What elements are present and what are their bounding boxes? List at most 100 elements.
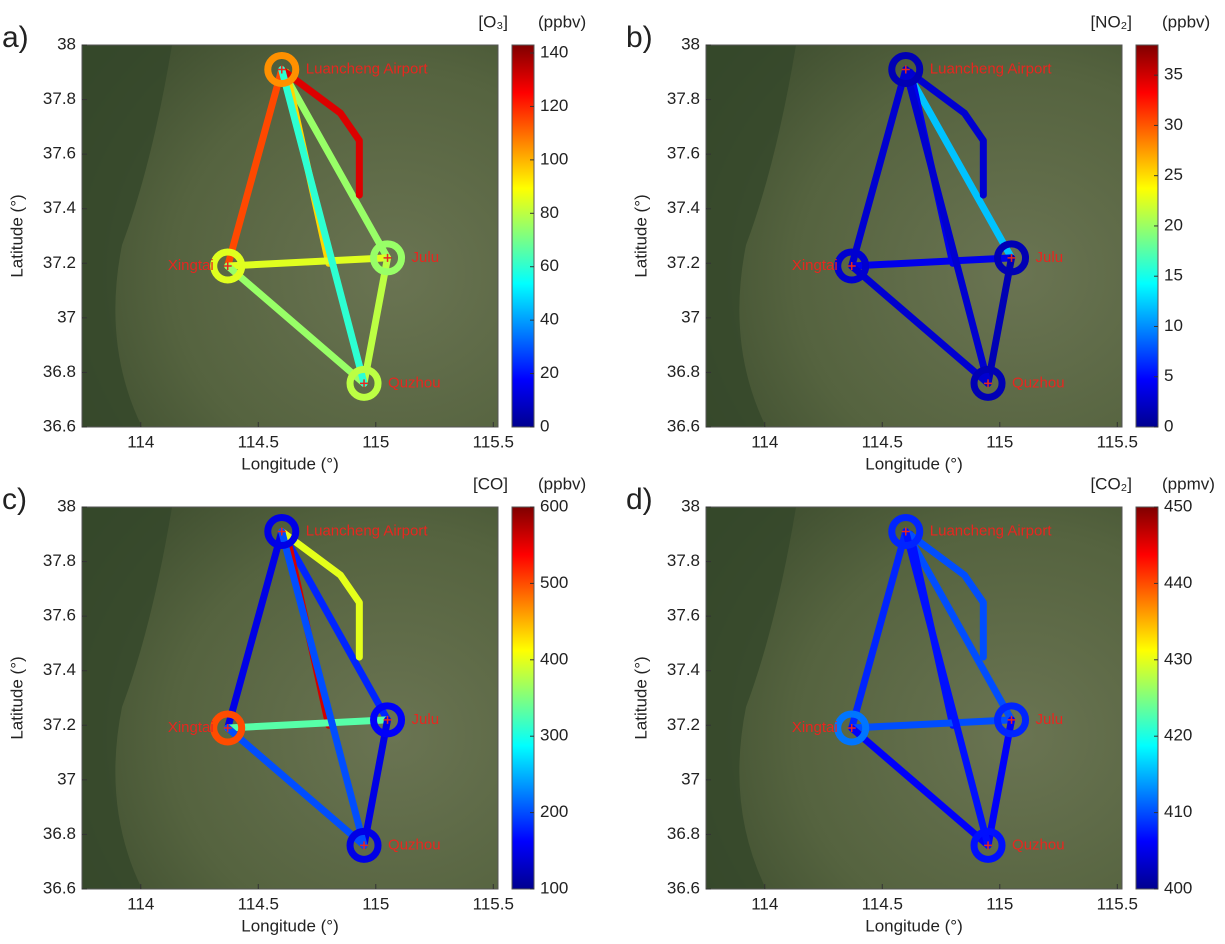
flight-track (278, 528, 363, 661)
y-tick-label: 38 (57, 34, 76, 53)
place-label: Luancheng Airport (930, 61, 1053, 78)
place-label: Luancheng Airport (306, 523, 429, 540)
y-axis-label: Latitude (°) (7, 656, 26, 739)
y-tick-label: 38 (57, 496, 76, 515)
flight-track (902, 528, 987, 661)
flight-track (224, 66, 286, 270)
place-marker (984, 379, 993, 388)
flight-track (848, 254, 1016, 270)
place-marker (901, 527, 910, 536)
place-marker (277, 65, 286, 74)
panel-label: b) (626, 21, 653, 54)
mountains (82, 507, 172, 889)
place-marker (847, 724, 856, 733)
y-tick-label: 36.6 (43, 878, 76, 897)
place-marker (984, 841, 993, 850)
x-axis-label: Longitude (°) (865, 916, 963, 935)
map-panel: Luancheng Airport Xingtai Julu Quzhou 114 114… (626, 12, 1210, 473)
spiral-ring (888, 514, 924, 550)
place-label: Xingtai (168, 719, 214, 736)
colorbar-tick-label: 430 (1164, 649, 1192, 668)
spiral-ring (970, 827, 1006, 863)
panel-label: c) (2, 483, 27, 516)
spiral-ring (346, 827, 382, 863)
x-tick-label: 114.5 (862, 894, 903, 913)
flight-track (278, 66, 363, 199)
axes-frame (705, 44, 1123, 428)
place-label: Xingtai (168, 257, 214, 274)
colorbar (511, 506, 535, 890)
place-label: Quzhou (1012, 836, 1065, 853)
place-marker (1007, 253, 1016, 262)
place-label: Xingtai (792, 719, 838, 736)
flight-track (902, 528, 1016, 724)
place-label: Luancheng Airport (306, 61, 429, 78)
spiral-ring (210, 248, 246, 284)
place-marker (223, 724, 232, 733)
y-tick-label: 36.6 (667, 878, 700, 897)
x-tick-label: 114.5 (238, 894, 279, 913)
colorbar-tick-label: 60 (540, 256, 559, 275)
x-tick-label: 114 (127, 894, 154, 913)
colorbar-unit: (ppmv) (1162, 474, 1215, 493)
place-label: Quzhou (388, 374, 441, 391)
axes-frame (705, 506, 1123, 890)
place-label: Julu (1036, 711, 1064, 728)
y-tick-label: 38 (681, 34, 700, 53)
x-tick-label: 115.5 (1097, 894, 1138, 913)
map-panel: Luancheng Airport Xingtai Julu Quzhou 114 114… (626, 474, 1215, 935)
spiral-ring (370, 240, 406, 276)
colorbar-tick-label: 20 (540, 363, 559, 382)
tracks: Luancheng Airport Xingtai Julu Quzhou (168, 52, 441, 401)
axes-frame (81, 506, 499, 890)
panel-label: d) (626, 483, 653, 516)
colorbar-tick-label: 450 (1164, 496, 1192, 515)
tracks: Luancheng Airport Xingtai Julu Quzhou (168, 514, 441, 863)
place-label: Quzhou (1012, 374, 1065, 391)
x-axis-label: Longitude (°) (241, 454, 339, 473)
x-tick-label: 115.5 (473, 432, 514, 451)
mountains (82, 45, 172, 427)
colorbar-unit: (ppbv) (1162, 12, 1210, 31)
y-tick-label: 36.8 (43, 362, 76, 381)
flight-track (360, 716, 392, 849)
flight-track (224, 262, 368, 387)
mountains (706, 507, 796, 889)
colorbar-tick-label: 25 (1164, 165, 1183, 184)
colorbar-tick-label: 10 (1164, 316, 1183, 335)
flight-track (848, 716, 1016, 732)
place-marker (901, 65, 910, 74)
y-tick-label: 37.2 (43, 253, 76, 272)
place-marker (360, 841, 369, 850)
x-tick-label: 115 (986, 894, 1013, 913)
y-axis-label: Latitude (°) (631, 194, 650, 277)
flight-track (360, 254, 392, 387)
colorbar-tick-label: 140 (540, 42, 568, 61)
place-marker (1007, 715, 1016, 724)
spiral-ring (834, 710, 870, 746)
y-tick-label: 37.8 (43, 89, 76, 108)
x-tick-label: 115 (362, 432, 389, 451)
flight-track (848, 528, 910, 732)
y-tick-label: 36.6 (667, 416, 700, 435)
spiral-ring (994, 240, 1030, 276)
place-label: Quzhou (388, 836, 441, 853)
colorbar-tick-label: 420 (1164, 726, 1192, 745)
x-tick-label: 114 (751, 894, 778, 913)
place-label: Luancheng Airport (930, 523, 1053, 540)
y-tick-label: 37.4 (667, 198, 700, 217)
panel-label: a) (2, 21, 29, 54)
spiral-ring (994, 702, 1030, 738)
flight-track (902, 66, 992, 387)
x-tick-label: 115.5 (473, 894, 514, 913)
y-axis-label: Latitude (°) (7, 194, 26, 277)
spiral-ring (888, 52, 924, 88)
place-marker (360, 379, 369, 388)
flight-track (848, 66, 910, 270)
map-panel: Luancheng Airport Xingtai Julu Quzhou 114 114… (2, 12, 586, 473)
x-tick-label: 114 (751, 432, 778, 451)
y-tick-label: 37 (57, 769, 76, 788)
x-tick-label: 114 (127, 432, 154, 451)
x-axis-label: Longitude (°) (865, 454, 963, 473)
y-tick-label: 37.6 (43, 144, 76, 163)
